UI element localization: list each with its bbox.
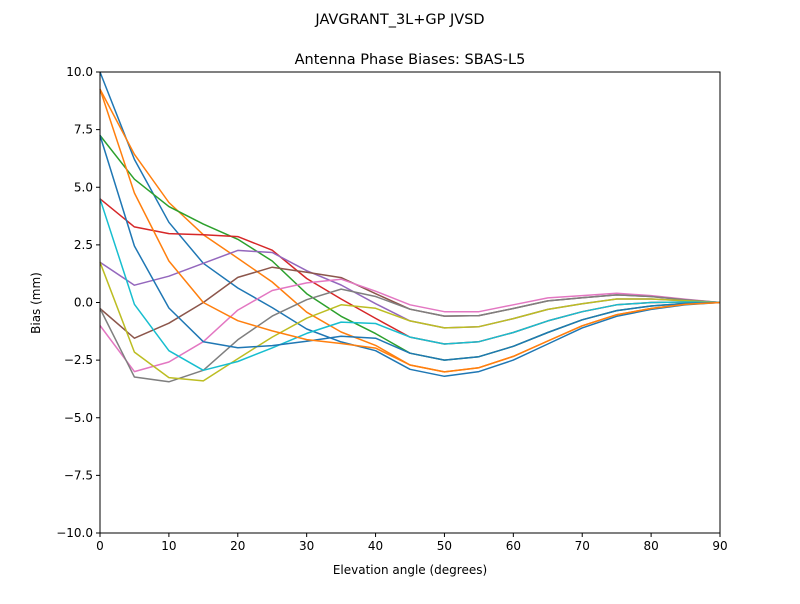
series-line	[99, 198, 721, 372]
x-tick-label: 10	[161, 539, 176, 553]
series-line	[99, 134, 721, 361]
y-tick-label: −10.0	[56, 526, 93, 540]
x-tick-label: 80	[643, 539, 658, 553]
x-tick-label: 20	[230, 539, 245, 553]
chart-title: Antenna Phase Biases: SBAS-L5	[295, 52, 526, 68]
x-axis-label: Elevation angle (degrees)	[333, 563, 487, 577]
y-tick-label: 10.0	[66, 65, 93, 79]
x-tick-label: 60	[506, 539, 521, 553]
x-tick-label: 30	[299, 539, 314, 553]
series-line	[99, 88, 721, 373]
x-tick-label: 70	[575, 539, 590, 553]
x-tick-label: 40	[368, 539, 383, 553]
x-tick-label: 50	[437, 539, 452, 553]
series-line	[99, 266, 721, 339]
x-tick-label: 90	[712, 539, 727, 553]
y-tick-label: 7.5	[74, 123, 93, 137]
series-line	[99, 135, 721, 361]
y-tick-label: 5.0	[74, 180, 93, 194]
y-axis-label: Bias (mm)	[29, 272, 43, 334]
y-tick-label: 0.0	[74, 296, 93, 310]
y-tick-label: −7.5	[64, 468, 93, 482]
series-line	[99, 88, 721, 373]
series-lines	[99, 71, 721, 383]
series-line	[99, 261, 721, 382]
series-line	[99, 288, 721, 383]
figure-suptitle: JAVGRANT_3L+GP JVSD	[314, 12, 484, 28]
y-axis: −10.0 −7.5 −5.0 −2.5 0.0 2.5 5.0 7.5 10.0	[56, 65, 100, 540]
y-tick-label: −2.5	[64, 353, 93, 367]
series-line	[99, 278, 721, 373]
x-tick-label: 0	[96, 539, 104, 553]
plot-frame	[99, 71, 721, 534]
x-axis: 0 10 20 30 40 50 60 70 80 90	[96, 533, 728, 553]
y-tick-label: 2.5	[74, 238, 93, 252]
y-tick-label: −5.0	[64, 411, 93, 425]
series-line	[99, 198, 721, 345]
